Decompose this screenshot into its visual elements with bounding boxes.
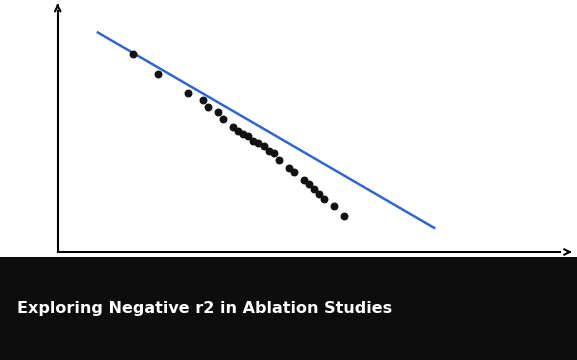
Point [289,170,298,175]
Point [319,196,328,202]
Point [249,138,258,144]
Point [254,140,263,146]
Point [269,150,278,156]
Point [339,213,349,219]
Point [183,90,193,96]
Point [198,97,208,103]
Point [219,117,228,122]
Point [234,129,243,134]
Point [264,148,273,154]
Point [239,131,248,137]
Point [204,104,213,110]
Point [128,51,137,57]
Point [213,109,223,115]
Text: Exploring Negative r2 in Ablation Studies: Exploring Negative r2 in Ablation Studie… [17,301,392,316]
Point [259,143,268,149]
Point [309,186,319,192]
Point [244,133,253,139]
Point [228,124,238,130]
Point [329,203,338,209]
Point [274,157,283,163]
Point [153,71,163,76]
Point [299,177,308,183]
Point [304,181,313,187]
Point [314,191,323,197]
Point [284,165,293,171]
